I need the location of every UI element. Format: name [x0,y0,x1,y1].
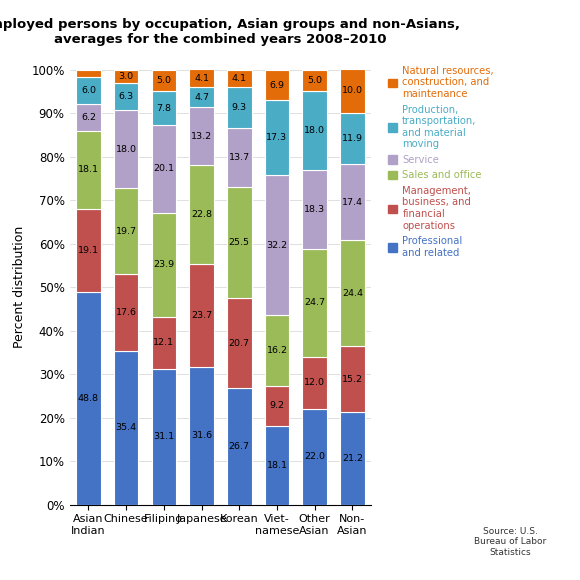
Text: 48.8: 48.8 [78,394,99,403]
Text: 18.1: 18.1 [266,461,288,470]
Text: 25.5: 25.5 [229,238,250,248]
Text: 18.0: 18.0 [304,126,325,135]
Text: 17.4: 17.4 [342,198,363,207]
Text: 4.7: 4.7 [194,93,209,101]
Text: 18.3: 18.3 [304,205,325,214]
Bar [264,175,289,316]
Bar [76,103,101,130]
Bar [340,240,365,346]
Text: 12.1: 12.1 [153,339,175,347]
Text: 6.0: 6.0 [81,86,96,95]
Bar [114,82,139,110]
Legend: Natural resources,
construction, and
maintenance, Production,
transportation,
an: Natural resources, construction, and mai… [388,66,494,258]
Text: 31.1: 31.1 [153,433,175,441]
Bar [264,316,289,386]
Bar [151,317,176,369]
Text: Source: U.S.
Bureau of Labor
Statistics: Source: U.S. Bureau of Labor Statistics [474,527,546,557]
Text: 6.3: 6.3 [118,92,134,101]
Text: 18.1: 18.1 [78,165,99,175]
Text: 3.0: 3.0 [118,71,134,81]
Bar [114,350,139,505]
Bar [264,70,289,100]
Text: Employed persons by occupation, Asian groups and non-Asians,
averages for the co: Employed persons by occupation, Asian gr… [0,19,461,46]
Bar [189,165,214,264]
Text: 7.8: 7.8 [157,104,171,113]
Bar [302,169,327,249]
Text: 31.6: 31.6 [191,432,212,440]
Text: 22.8: 22.8 [191,210,212,219]
Text: 6.2: 6.2 [81,113,96,122]
Text: 12.0: 12.0 [304,378,325,387]
Bar [340,165,365,240]
Text: 13.2: 13.2 [191,132,212,141]
Bar [151,213,176,317]
Bar [227,389,252,505]
Text: 35.4: 35.4 [115,423,137,432]
Bar [264,100,289,175]
Bar [302,357,327,409]
Bar [114,70,139,82]
Text: 11.9: 11.9 [342,134,363,143]
Text: 19.1: 19.1 [78,246,99,255]
Bar [114,188,139,274]
Text: 24.7: 24.7 [304,299,325,307]
Bar [340,113,365,165]
Bar [227,88,252,128]
Text: 23.7: 23.7 [191,311,212,320]
Y-axis label: Percent distribution: Percent distribution [13,226,26,348]
Text: 4.1: 4.1 [194,74,209,82]
Text: 13.7: 13.7 [229,153,250,162]
Bar [227,128,252,187]
Text: 4.1: 4.1 [232,74,246,83]
Bar [227,187,252,298]
Bar [114,274,139,350]
Text: 5.0: 5.0 [157,76,171,85]
Bar [189,107,214,165]
Bar [302,91,327,169]
Text: 17.6: 17.6 [115,308,137,317]
Text: 10.0: 10.0 [342,86,363,96]
Text: 22.0: 22.0 [304,452,325,461]
Text: 9.2: 9.2 [270,401,284,411]
Bar [227,70,252,88]
Text: 6.9: 6.9 [270,81,284,89]
Text: 19.7: 19.7 [115,227,137,235]
Text: 26.7: 26.7 [229,442,250,451]
Bar [76,77,101,103]
Text: 32.2: 32.2 [266,241,288,250]
Bar [151,125,176,213]
Bar [189,367,214,505]
Text: 18.0: 18.0 [115,144,137,154]
Text: 21.2: 21.2 [342,454,363,463]
Bar [76,209,101,292]
Bar [227,298,252,389]
Bar [76,292,101,505]
Text: 17.3: 17.3 [266,133,288,142]
Bar [76,130,101,209]
Text: 20.1: 20.1 [153,165,175,173]
Bar [340,346,365,412]
Text: 5.0: 5.0 [307,76,322,85]
Text: 24.4: 24.4 [342,289,363,298]
Bar [302,70,327,91]
Bar [151,70,176,92]
Text: 15.2: 15.2 [342,375,363,384]
Bar [189,264,214,367]
Text: 23.9: 23.9 [153,260,175,269]
Bar [302,249,327,357]
Bar [264,386,289,426]
Bar [189,69,214,87]
Text: 9.3: 9.3 [231,103,247,112]
Bar [151,91,176,125]
Bar [189,87,214,107]
Bar [76,70,101,77]
Bar [340,69,365,113]
Bar [114,110,139,188]
Bar [151,369,176,505]
Bar [302,409,327,505]
Bar [264,426,289,505]
Bar [340,412,365,505]
Text: 16.2: 16.2 [266,346,288,355]
Text: 20.7: 20.7 [229,339,250,348]
